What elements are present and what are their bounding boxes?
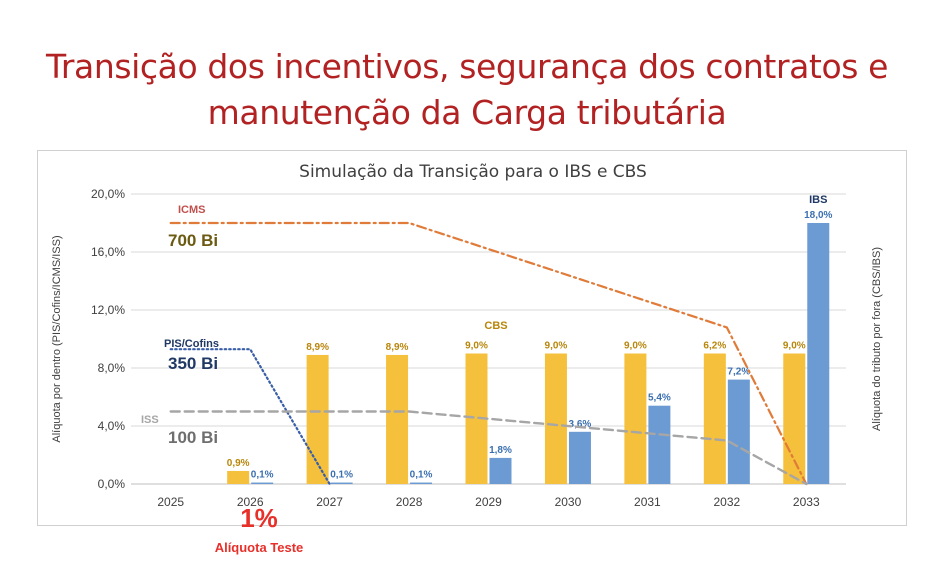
test-rate-label: Alíquota Teste xyxy=(214,540,304,555)
y-tick-label: 0,0% xyxy=(98,477,126,491)
series-label-ibs: IBS xyxy=(809,194,827,206)
y-tick-label: 16,0% xyxy=(91,245,125,259)
data-label-ibs: 0,1% xyxy=(410,470,433,481)
test-rate-value: 1% xyxy=(240,503,278,533)
series-note-iss: 100 Bi xyxy=(168,428,218,447)
bar-ibs xyxy=(807,223,830,484)
x-tick-label: 2027 xyxy=(316,495,343,509)
x-tick-label: 2031 xyxy=(634,495,661,509)
line-icms xyxy=(169,221,808,486)
bar-cbs xyxy=(386,354,409,484)
data-label-ibs: 0,1% xyxy=(330,470,353,481)
slide-title: Transição dos incentivos, segurança dos … xyxy=(0,44,934,136)
data-label-ibs: 7,2% xyxy=(727,367,750,378)
x-tick-label: 2032 xyxy=(713,495,740,509)
series-label-cbs: CBS xyxy=(484,320,507,332)
data-label-ibs: 5,4% xyxy=(648,393,671,404)
y-tick-label: 4,0% xyxy=(98,419,126,433)
bar-ibs xyxy=(251,482,274,484)
x-tick-label: 2029 xyxy=(475,495,502,509)
series-label-piscofins: PIS/Cofins xyxy=(164,338,219,350)
y-tick-label: 8,0% xyxy=(98,361,126,375)
x-tick-label: 2025 xyxy=(157,495,184,509)
y-axis-title-right: Alíquota do tributo por fora (CBS/IBS) xyxy=(871,247,883,431)
slide-title-line-2: manutenção da Carga tributária xyxy=(207,93,727,132)
bar-ibs xyxy=(489,457,512,484)
series-label-icms: ICMS xyxy=(178,204,206,216)
data-label-cbs: 9,0% xyxy=(465,341,488,352)
data-label-cbs: 6,2% xyxy=(703,341,726,352)
x-tick-label: 2033 xyxy=(793,495,820,509)
bar-cbs xyxy=(624,353,647,484)
bar-cbs xyxy=(465,353,488,484)
data-label-ibs: 0,1% xyxy=(251,470,274,481)
bar-ibs xyxy=(727,379,750,484)
data-label-cbs: 9,0% xyxy=(545,341,568,352)
data-label-cbs: 0,9% xyxy=(227,458,250,469)
x-tick-label: 2026 xyxy=(237,495,264,509)
bar-cbs xyxy=(783,353,806,484)
chart-title: Simulação da Transição para o IBS e CBS xyxy=(299,162,647,182)
x-tick-label: 2030 xyxy=(555,495,582,509)
series-label-iss: ISS xyxy=(141,414,159,426)
data-label-cbs: 8,9% xyxy=(306,342,329,353)
data-label-cbs: 8,9% xyxy=(386,342,409,353)
bar-ibs xyxy=(330,482,353,484)
data-label-ibs: 3,6% xyxy=(569,419,592,430)
line-piscofins xyxy=(169,348,331,486)
x-tick-label: 2028 xyxy=(396,495,423,509)
data-label-ibs: 18,0% xyxy=(804,210,832,221)
y-tick-label: 20,0% xyxy=(91,187,125,201)
y-axis-title-left: Alíquota por dentro (PIS/Cofins/ICMS/ISS… xyxy=(51,235,63,442)
series-note-piscofins: 350 Bi xyxy=(168,354,218,373)
line-iss xyxy=(169,410,808,486)
bar-ibs xyxy=(410,482,433,484)
data-label-ibs: 1,8% xyxy=(489,445,512,456)
chart-frame: Simulação da Transição para o IBS e CBS 0… xyxy=(37,150,907,526)
data-label-cbs: 9,0% xyxy=(624,341,647,352)
bar-ibs xyxy=(568,431,591,484)
bar-cbs xyxy=(703,353,726,484)
slide-title-line-1: Transição dos incentivos, segurança dos … xyxy=(45,47,889,86)
series-note-icms: 700 Bi xyxy=(168,231,218,250)
bar-cbs xyxy=(227,470,250,484)
bar-cbs xyxy=(544,353,567,484)
bar-cbs xyxy=(306,354,329,484)
y-tick-label: 12,0% xyxy=(91,303,125,317)
bar-ibs xyxy=(648,405,671,484)
data-label-cbs: 9,0% xyxy=(783,341,806,352)
transition-chart: Simulação da Transição para o IBS e CBS 0… xyxy=(51,162,883,509)
